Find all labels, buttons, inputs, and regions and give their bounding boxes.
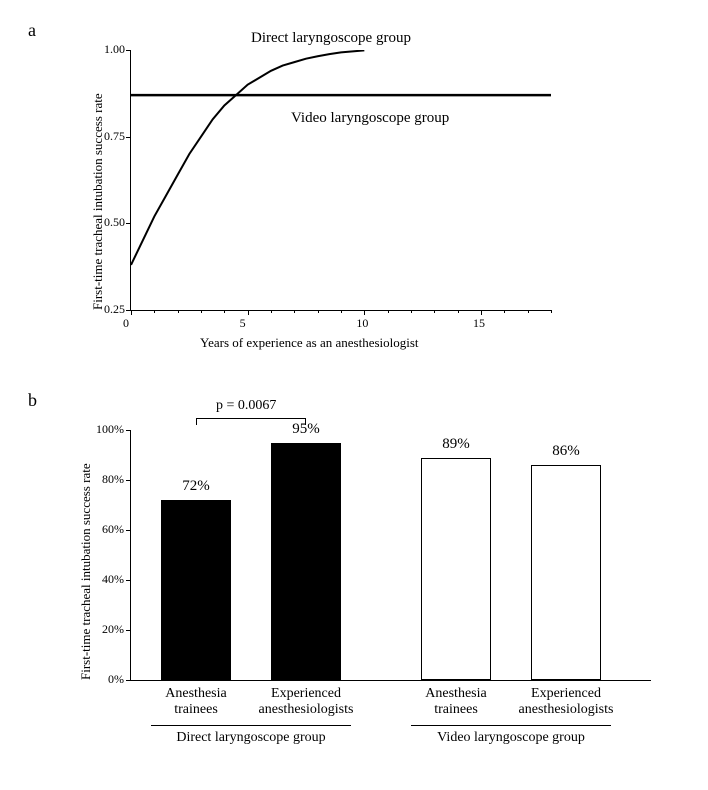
- panel-a-ytick: 0.75: [91, 129, 125, 144]
- panel-a-xtick-minor: [341, 310, 342, 313]
- panel-a-label: a: [28, 20, 36, 41]
- panel-a-xtick-minor: [458, 310, 459, 313]
- panel-a-xtick-minor: [504, 310, 505, 313]
- panel-b-ytick: 0%: [86, 672, 124, 687]
- bar-category-label: Experiencedanesthesiologists: [511, 686, 621, 718]
- panel-b-label: b: [28, 390, 37, 411]
- panel-a-xtick-minor: [528, 310, 529, 313]
- panel-b-ytick-mark: [126, 580, 131, 581]
- panel-a-xtick-minor: [201, 310, 202, 313]
- panel-a-xtick-minor: [434, 310, 435, 313]
- bar-category-label: Anesthesiatrainees: [401, 686, 511, 718]
- panel-a-xtick-mark: [131, 310, 132, 315]
- panel-a-svg: [131, 50, 551, 310]
- panel-a-xtick-minor: [224, 310, 225, 313]
- panel-b-ytick: 100%: [86, 422, 124, 437]
- panel-b-ytick: 80%: [86, 472, 124, 487]
- bar: [531, 465, 601, 680]
- panel-a-ytick-mark: [126, 50, 131, 51]
- panel-a-xtick-mark: [364, 310, 365, 315]
- panel-b-ytick-mark: [126, 680, 131, 681]
- panel-a-xlabel: Years of experience as an anesthesiologi…: [200, 335, 419, 351]
- series-label-video: Video laryngoscope group: [291, 110, 449, 127]
- panel-a-xtick: 10: [356, 316, 368, 331]
- panel-b-ytick-mark: [126, 530, 131, 531]
- bar-value-label: 86%: [526, 443, 606, 460]
- panel-b: b First-time tracheal intubation success…: [20, 390, 688, 770]
- panel-b-ytick-mark: [126, 630, 131, 631]
- panel-a-ytick: 0.50: [91, 215, 125, 230]
- panel-a-xtick-minor: [411, 310, 412, 313]
- bar: [271, 443, 341, 681]
- panel-b-ytick: 40%: [86, 572, 124, 587]
- series-line-direct: [131, 50, 364, 265]
- bar: [161, 500, 231, 680]
- series-label-direct: Direct laryngoscope group: [251, 30, 411, 47]
- panel-a-ylabel: First-time tracheal intubation success r…: [90, 93, 106, 310]
- panel-b-ytick: 20%: [86, 622, 124, 637]
- panel-a-xtick-minor: [178, 310, 179, 313]
- panel-a-ytick: 1.00: [91, 42, 125, 57]
- panel-a-xtick-minor: [294, 310, 295, 313]
- panel-a-xtick-mark: [248, 310, 249, 315]
- panel-a-ytick-mark: [126, 137, 131, 138]
- panel-a: a First-time tracheal intubation success…: [20, 20, 688, 380]
- p-bracket: [196, 418, 306, 419]
- panel-a-xtick-minor: [154, 310, 155, 313]
- panel-a-xtick-minor: [388, 310, 389, 313]
- panel-b-ytick-mark: [126, 430, 131, 431]
- group-underline: [151, 725, 351, 726]
- bar-value-label: 72%: [156, 478, 236, 495]
- bar-category-label: Anesthesiatrainees: [141, 686, 251, 718]
- panel-a-xtick: 15: [473, 316, 485, 331]
- bar-value-label: 89%: [416, 436, 496, 453]
- panel-a-xtick: 5: [240, 316, 246, 331]
- panel-a-plot: Direct laryngoscope group Video laryngos…: [130, 50, 551, 311]
- panel-a-ytick: 0.25: [91, 302, 125, 317]
- panel-b-ytick: 60%: [86, 522, 124, 537]
- panel-a-ytick-mark: [126, 223, 131, 224]
- panel-a-xtick-mark: [481, 310, 482, 315]
- panel-b-plot: 0%20%40%60%80%100%72%Anesthesiatrainees9…: [130, 430, 651, 681]
- group-label: Video laryngoscope group: [411, 730, 611, 746]
- p-value-label: p = 0.0067: [216, 398, 276, 414]
- panel-a-xtick-minor: [271, 310, 272, 313]
- panel-b-ytick-mark: [126, 480, 131, 481]
- group-underline: [411, 725, 611, 726]
- bar-category-label: Experiencedanesthesiologists: [251, 686, 361, 718]
- bar: [421, 458, 491, 681]
- panel-a-xtick: 0: [123, 316, 129, 331]
- bar-value-label: 95%: [266, 421, 346, 438]
- panel-a-xtick-minor: [318, 310, 319, 313]
- group-label: Direct laryngoscope group: [151, 730, 351, 746]
- panel-a-xtick-minor: [551, 310, 552, 313]
